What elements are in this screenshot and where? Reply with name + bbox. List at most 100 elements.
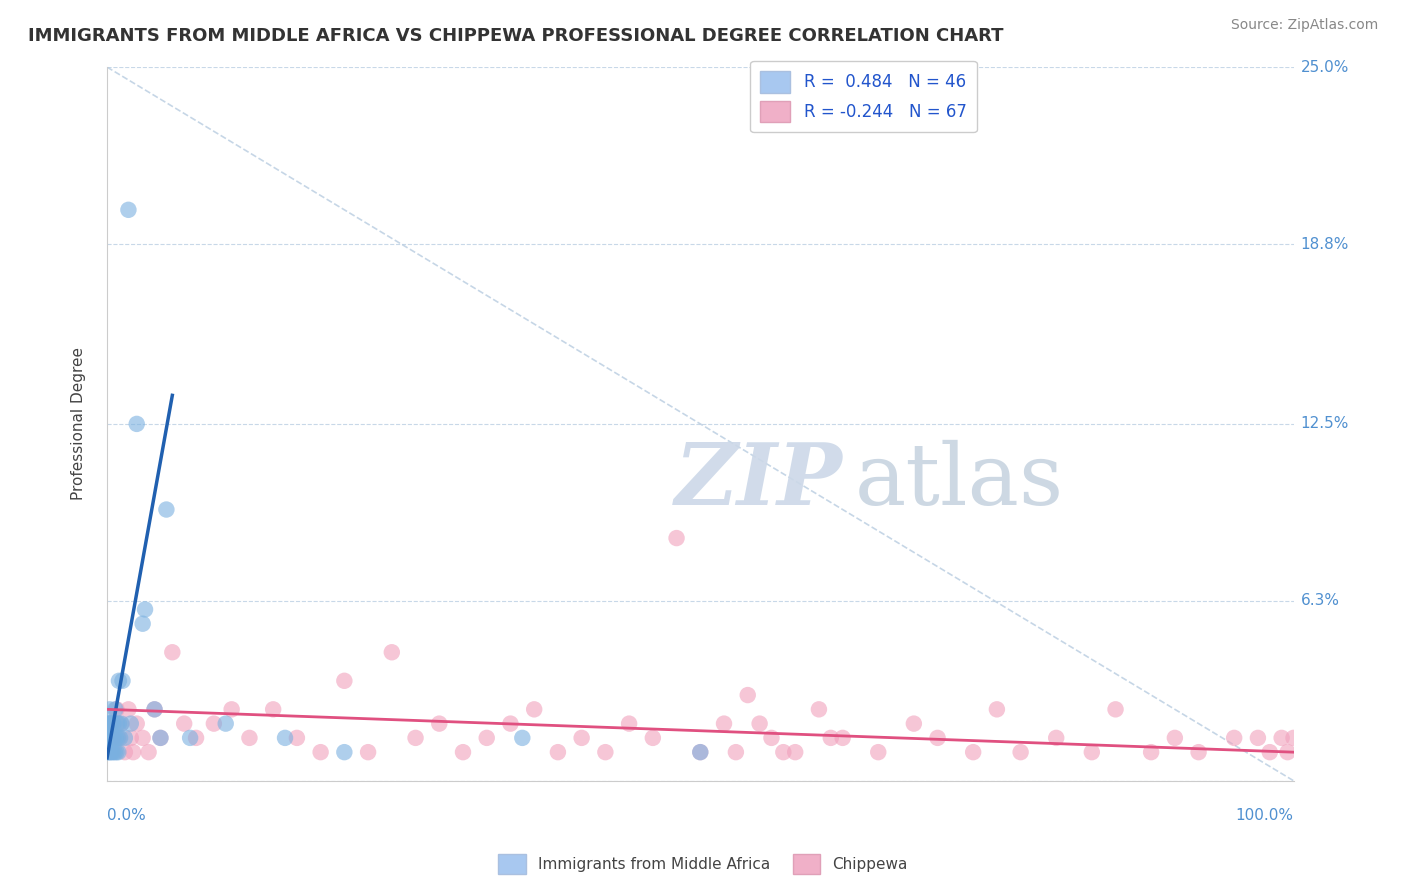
- Point: [149, 731, 172, 745]
- Point: [101, 745, 124, 759]
- Point: [617, 716, 640, 731]
- Point: [184, 731, 207, 745]
- Text: 18.8%: 18.8%: [1301, 236, 1348, 252]
- Point: [831, 731, 853, 745]
- Point: [117, 202, 139, 217]
- Point: [868, 745, 890, 759]
- Point: [108, 716, 131, 731]
- Point: [1164, 731, 1187, 745]
- Point: [98, 745, 121, 759]
- Point: [381, 645, 404, 659]
- Text: atlas: atlas: [855, 440, 1064, 523]
- Point: [309, 745, 332, 759]
- Point: [1247, 731, 1270, 745]
- Point: [179, 731, 201, 745]
- Point: [97, 745, 120, 759]
- Point: [162, 645, 184, 659]
- Point: [100, 716, 122, 731]
- Legend: R =  0.484   N = 46, R = -0.244   N = 67: R = 0.484 N = 46, R = -0.244 N = 67: [751, 62, 977, 132]
- Point: [221, 702, 243, 716]
- Point: [122, 745, 145, 759]
- Point: [1104, 702, 1126, 716]
- Point: [785, 745, 807, 759]
- Point: [903, 716, 925, 731]
- Text: IMMIGRANTS FROM MIDDLE AFRICA VS CHIPPEWA PROFESSIONAL DEGREE CORRELATION CHART: IMMIGRANTS FROM MIDDLE AFRICA VS CHIPPEW…: [28, 27, 1004, 45]
- Point: [274, 731, 297, 745]
- Point: [134, 602, 156, 616]
- Point: [125, 417, 148, 431]
- Point: [97, 731, 120, 745]
- Point: [665, 531, 688, 545]
- Point: [641, 731, 664, 745]
- Point: [262, 702, 284, 716]
- Point: [357, 745, 380, 759]
- Legend: Immigrants from Middle Africa, Chippewa: Immigrants from Middle Africa, Chippewa: [492, 848, 914, 880]
- Point: [97, 745, 120, 759]
- Point: [100, 745, 122, 759]
- Point: [427, 716, 450, 731]
- Point: [748, 716, 770, 731]
- Point: [97, 716, 120, 731]
- Text: 0.0%: 0.0%: [107, 808, 146, 823]
- Point: [108, 673, 131, 688]
- Point: [114, 731, 136, 745]
- Point: [761, 731, 783, 745]
- Point: [1282, 731, 1305, 745]
- Point: [138, 745, 160, 759]
- Point: [110, 716, 132, 731]
- Point: [333, 673, 356, 688]
- Text: ZIP: ZIP: [675, 439, 842, 523]
- Point: [98, 702, 121, 716]
- Text: 6.3%: 6.3%: [1301, 593, 1340, 608]
- Point: [131, 616, 153, 631]
- Point: [962, 745, 984, 759]
- Point: [131, 731, 153, 745]
- Point: [104, 702, 127, 716]
- Point: [143, 702, 166, 716]
- Point: [202, 716, 225, 731]
- Text: Source: ZipAtlas.com: Source: ZipAtlas.com: [1230, 18, 1378, 32]
- Point: [986, 702, 1008, 716]
- Point: [103, 731, 125, 745]
- Point: [117, 702, 139, 716]
- Point: [97, 731, 120, 745]
- Point: [1223, 731, 1246, 745]
- Point: [155, 502, 177, 516]
- Point: [98, 716, 121, 731]
- Point: [1277, 745, 1299, 759]
- Point: [1271, 731, 1294, 745]
- Point: [215, 716, 238, 731]
- Point: [571, 731, 593, 745]
- Point: [1081, 745, 1104, 759]
- Point: [100, 716, 122, 731]
- Point: [111, 673, 134, 688]
- Point: [499, 716, 522, 731]
- Text: 12.5%: 12.5%: [1301, 417, 1348, 432]
- Point: [105, 716, 128, 731]
- Point: [523, 702, 546, 716]
- Point: [98, 731, 121, 745]
- Point: [689, 745, 711, 759]
- Point: [149, 731, 172, 745]
- Point: [595, 745, 617, 759]
- Point: [333, 745, 356, 759]
- Point: [107, 745, 129, 759]
- Point: [105, 702, 128, 716]
- Point: [451, 745, 474, 759]
- Point: [807, 702, 830, 716]
- Y-axis label: Professional Degree: Professional Degree: [72, 347, 86, 500]
- Point: [110, 716, 132, 731]
- Point: [1010, 745, 1032, 759]
- Point: [173, 716, 195, 731]
- Point: [103, 716, 125, 731]
- Point: [101, 731, 124, 745]
- Point: [108, 731, 131, 745]
- Point: [120, 731, 142, 745]
- Point: [101, 731, 124, 745]
- Text: 100.0%: 100.0%: [1236, 808, 1294, 823]
- Point: [143, 702, 166, 716]
- Point: [689, 745, 711, 759]
- Point: [820, 731, 842, 745]
- Point: [120, 716, 142, 731]
- Point: [1140, 745, 1163, 759]
